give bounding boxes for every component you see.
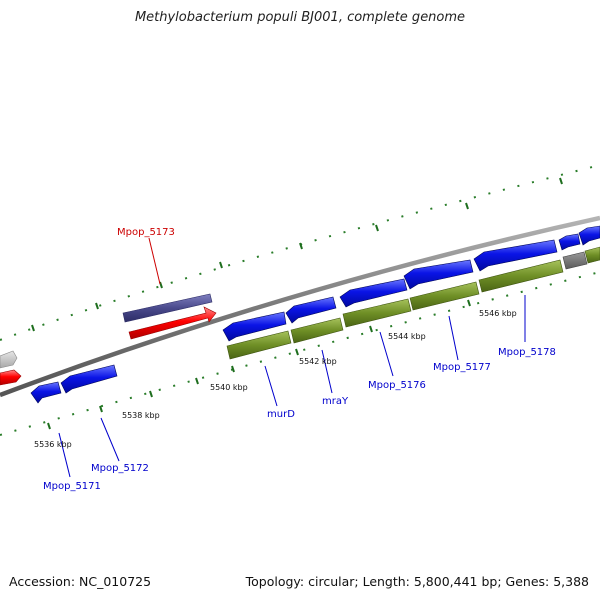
map-title: Methylobacterium populi BJ001, complete … xyxy=(134,10,466,25)
leader-mpop-5171 xyxy=(58,432,71,478)
gene-label-mpop-5172[interactable]: Mpop_5172 xyxy=(91,463,149,474)
gene-mpop-5176[interactable] xyxy=(339,278,408,308)
gene-mpop-5173-track xyxy=(122,293,213,323)
genome-summary-text: Topology: circular; Length: 5,800,441 bp… xyxy=(245,574,589,589)
gene-label-mray[interactable]: mraY xyxy=(322,396,349,407)
gene-blue-right-1 xyxy=(558,233,581,251)
leader-mpop-5176 xyxy=(379,331,394,377)
gene-olive-5177 xyxy=(409,281,480,311)
gene-dark-right xyxy=(562,251,588,270)
gene-label-murd[interactable]: murD xyxy=(267,409,295,420)
gene-label-mpop-5173[interactable]: Mpop_5173 xyxy=(117,227,175,238)
leader-mray xyxy=(321,349,333,394)
gene-grey-partial xyxy=(0,350,18,369)
gene-olive-5178 xyxy=(478,259,564,293)
leader-mpop-5177 xyxy=(448,315,459,361)
gene-mpop-5178[interactable] xyxy=(473,239,558,272)
gene-olive-right xyxy=(584,246,600,264)
leader-mpop-5173 xyxy=(148,237,161,285)
gene-blue-right-2 xyxy=(578,225,600,246)
gene-mpop-5171[interactable] xyxy=(30,381,62,404)
gene-olive-5176 xyxy=(342,298,412,328)
leader-mpop-5172 xyxy=(100,417,120,462)
scale-label: 5536 kbp xyxy=(34,440,72,449)
outer-major-ticks xyxy=(31,177,563,332)
gene-mray[interactable] xyxy=(285,296,337,324)
gene-label-mpop-5176[interactable]: Mpop_5176 xyxy=(368,380,426,391)
scale-label: 5538 kbp xyxy=(122,411,160,420)
inner-major-ticks xyxy=(47,299,471,430)
gene-mpop-5173[interactable] xyxy=(128,306,217,340)
gene-label-mpop-5178[interactable]: Mpop_5178 xyxy=(498,347,556,358)
accession-text: Accession: NC_010725 xyxy=(9,574,152,589)
scale-label: 5546 kbp xyxy=(479,309,517,318)
gene-red-partial xyxy=(0,369,22,386)
scale-label: 5542 kbp xyxy=(299,357,337,366)
gene-mpop-5177[interactable] xyxy=(403,259,474,290)
gene-labels: Mpop_5173 Mpop_5171 Mpop_5172 murD mraY … xyxy=(43,227,556,492)
genome-backbone xyxy=(0,215,600,398)
gene-olive-murd xyxy=(226,330,292,360)
scale-label: 5540 kbp xyxy=(210,383,248,392)
leader-murd xyxy=(264,365,278,407)
gene-label-mpop-5171[interactable]: Mpop_5171 xyxy=(43,481,101,492)
gene-mpop-5172[interactable] xyxy=(60,364,118,394)
gene-murd[interactable] xyxy=(222,311,287,342)
gene-label-mpop-5177[interactable]: Mpop_5177 xyxy=(433,362,491,373)
leader-lines xyxy=(58,237,526,478)
scale-label: 5544 kbp xyxy=(388,332,426,341)
gene-olive-mray xyxy=(290,317,344,344)
scale-labels: 5536 kbp 5538 kbp 5540 kbp 5542 kbp 5544… xyxy=(34,309,517,449)
